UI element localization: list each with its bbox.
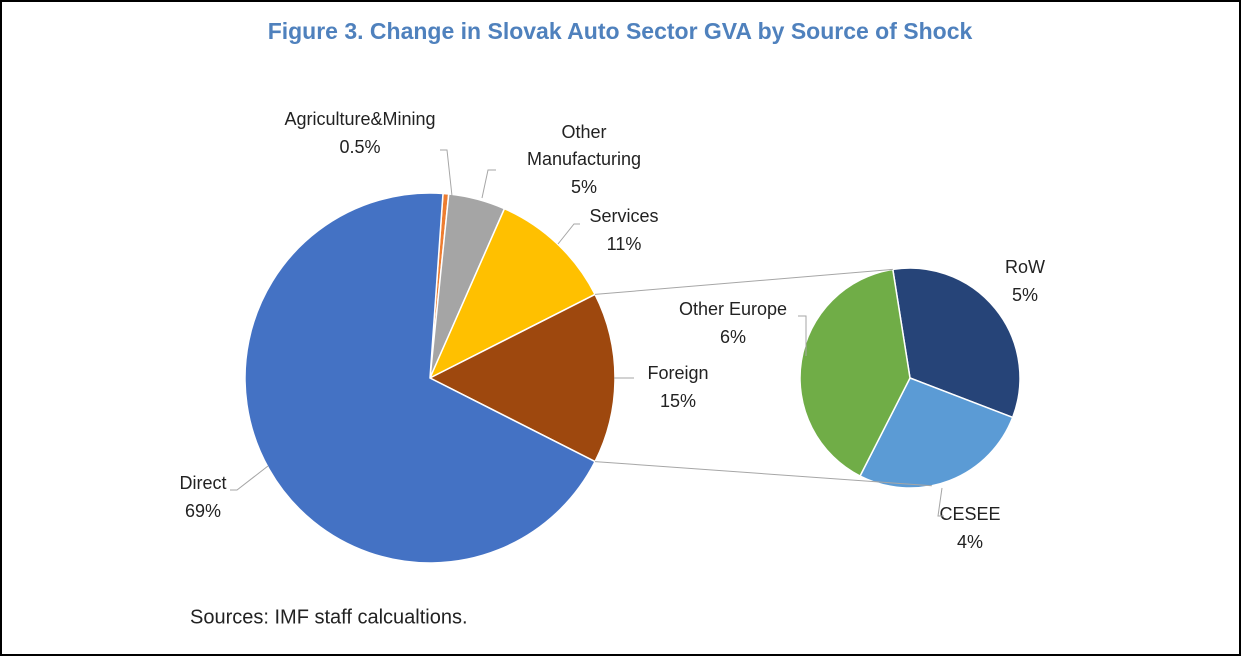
chart-title: Figure 3. Change in Slovak Auto Sector G… xyxy=(268,18,973,44)
value-label: 69% xyxy=(185,501,221,521)
pie-slice xyxy=(799,268,911,478)
leader-line xyxy=(230,465,269,491)
leader-line xyxy=(557,223,580,245)
connector-line xyxy=(594,461,932,487)
value-label: 11% xyxy=(607,234,642,254)
pie-slice xyxy=(859,377,1014,489)
value-label: 5% xyxy=(571,177,597,197)
value-label: 4% xyxy=(957,532,983,552)
category-label: RoW xyxy=(1005,257,1045,277)
category-label: Other Manufacturing xyxy=(527,122,641,169)
leader-line xyxy=(798,315,807,356)
source-note: Sources: IMF staff calcualtions. xyxy=(190,606,468,628)
pie-slice xyxy=(891,267,1021,419)
category-label: Foreign xyxy=(647,363,708,383)
value-label: 15% xyxy=(660,391,696,411)
category-label: Direct xyxy=(179,473,226,493)
category-label: Services xyxy=(589,206,658,226)
leader-line xyxy=(440,149,453,197)
value-label: 5% xyxy=(1012,285,1038,305)
category-label: Agriculture&Mining xyxy=(284,109,435,129)
value-label: 6% xyxy=(720,327,746,347)
value-label: 0.5% xyxy=(339,137,380,157)
leader-line xyxy=(937,487,944,517)
pie-slice xyxy=(244,192,597,564)
category-label: Other Europe xyxy=(679,299,787,319)
category-label: CESEE xyxy=(939,504,1000,524)
connector-line xyxy=(594,268,893,295)
pie-slice xyxy=(428,207,597,380)
leader-line xyxy=(481,169,496,199)
